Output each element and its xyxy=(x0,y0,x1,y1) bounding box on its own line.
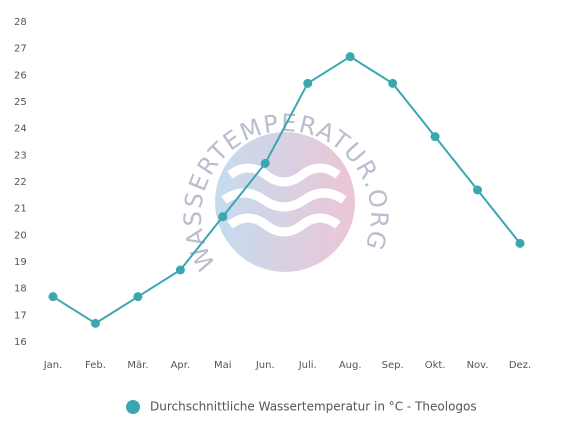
legend-marker xyxy=(126,400,140,414)
data-point xyxy=(48,292,58,302)
x-tick-label: Feb. xyxy=(85,360,106,371)
data-point xyxy=(260,158,270,168)
y-tick-label: 22 xyxy=(14,177,27,188)
y-tick-label: 18 xyxy=(14,284,27,295)
data-point xyxy=(218,212,228,222)
y-tick-label: 27 xyxy=(14,44,27,55)
x-tick-label: Sep. xyxy=(382,360,404,371)
x-tick-label: Mär. xyxy=(127,360,148,371)
y-tick-label: 24 xyxy=(14,124,27,135)
y-tick-label: 23 xyxy=(14,150,27,161)
x-tick-label: Dez. xyxy=(509,360,531,371)
data-point xyxy=(345,52,355,62)
data-point xyxy=(133,292,143,302)
data-point xyxy=(388,78,398,88)
y-tick-label: 20 xyxy=(14,230,27,241)
x-tick-label: Aug. xyxy=(339,360,362,371)
y-tick-label: 19 xyxy=(14,257,27,268)
x-tick-label: Jan. xyxy=(43,360,63,371)
data-point xyxy=(515,238,525,248)
data-point xyxy=(303,78,313,88)
data-line xyxy=(52,55,521,325)
watermark-logo: WASSERTEMPERATUR.ORG xyxy=(179,109,390,275)
data-point xyxy=(430,132,440,142)
data-point xyxy=(90,318,100,328)
x-tick-label: Juli. xyxy=(298,360,317,371)
y-tick-label: 28 xyxy=(14,17,27,28)
y-tick-label: 16 xyxy=(14,337,27,348)
x-tick-label: Jun. xyxy=(255,360,275,371)
x-tick-label: Apr. xyxy=(171,360,191,371)
x-tick-label: Mai xyxy=(214,360,232,371)
y-tick-label: 17 xyxy=(14,310,27,321)
x-tick-label: Okt. xyxy=(425,360,446,371)
data-point xyxy=(473,185,483,195)
legend-label: Durchschnittliche Wassertemperatur in °C… xyxy=(150,400,477,414)
y-tick-label: 21 xyxy=(14,204,27,215)
data-point xyxy=(175,265,185,275)
y-tick-label: 26 xyxy=(14,70,27,81)
x-tick-label: Nov. xyxy=(467,360,489,371)
y-tick-label: 25 xyxy=(14,97,27,108)
